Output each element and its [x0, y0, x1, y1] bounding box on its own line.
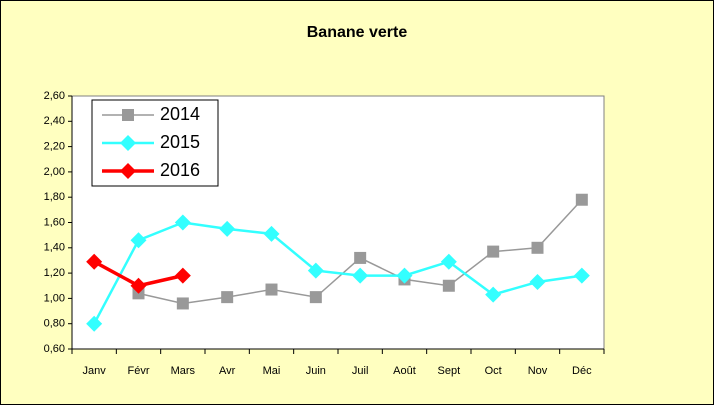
x-tick-label: Août: [393, 365, 416, 377]
marker: [176, 297, 189, 310]
marker: [120, 135, 136, 151]
marker: [174, 267, 191, 284]
marker: [307, 262, 324, 279]
x-tick-label: Oct: [485, 365, 502, 377]
x-tick-label: Juil: [352, 365, 369, 377]
marker: [86, 253, 103, 270]
marker: [221, 291, 234, 304]
marker: [130, 277, 147, 294]
marker: [219, 220, 236, 237]
marker: [309, 291, 322, 304]
x-tick-label: Mai: [263, 365, 281, 377]
x-tick-label: Nov: [528, 365, 548, 377]
marker: [442, 279, 455, 292]
x-tick-label: Févr: [128, 365, 150, 377]
y-tick-label: 1,60: [44, 216, 65, 228]
y-tick-label: 2,40: [44, 115, 65, 127]
marker: [174, 214, 191, 231]
x-tick-label: Déc: [572, 365, 592, 377]
y-tick-label: 0,60: [44, 343, 65, 355]
marker: [120, 163, 136, 179]
legend-label: 2015: [160, 132, 200, 152]
x-tick-label: Sept: [438, 365, 461, 377]
legend-label: 2014: [160, 104, 200, 124]
y-tick-label: 2,00: [44, 166, 65, 178]
marker: [352, 267, 369, 284]
marker: [485, 286, 502, 303]
y-tick-label: 2,60: [44, 90, 65, 102]
series-line: [93, 221, 583, 325]
marker: [573, 267, 590, 284]
y-tick-label: 1,20: [44, 267, 65, 279]
marker: [354, 251, 367, 264]
marker: [487, 245, 500, 258]
x-tick-label: Janv: [83, 365, 107, 377]
marker: [263, 225, 280, 242]
y-tick-label: 0,80: [44, 318, 65, 330]
y-tick-label: 1,40: [44, 242, 65, 254]
x-tick-label: Mars: [171, 365, 196, 377]
marker: [265, 283, 278, 296]
marker: [122, 109, 134, 121]
y-tick-label: 1,80: [44, 191, 65, 203]
marker: [130, 232, 147, 249]
marker: [440, 253, 457, 270]
marker: [531, 241, 544, 254]
marker: [529, 273, 546, 290]
chart-title: Banane verte: [307, 24, 408, 41]
x-tick-label: Avr: [219, 365, 236, 377]
marker: [575, 193, 588, 206]
x-tick-label: Juin: [306, 365, 326, 377]
y-tick-label: 1,00: [44, 292, 65, 304]
marker: [396, 267, 413, 284]
legend-label: 2016: [160, 160, 200, 180]
marker: [86, 315, 103, 332]
y-tick-label: 2,20: [44, 141, 65, 153]
